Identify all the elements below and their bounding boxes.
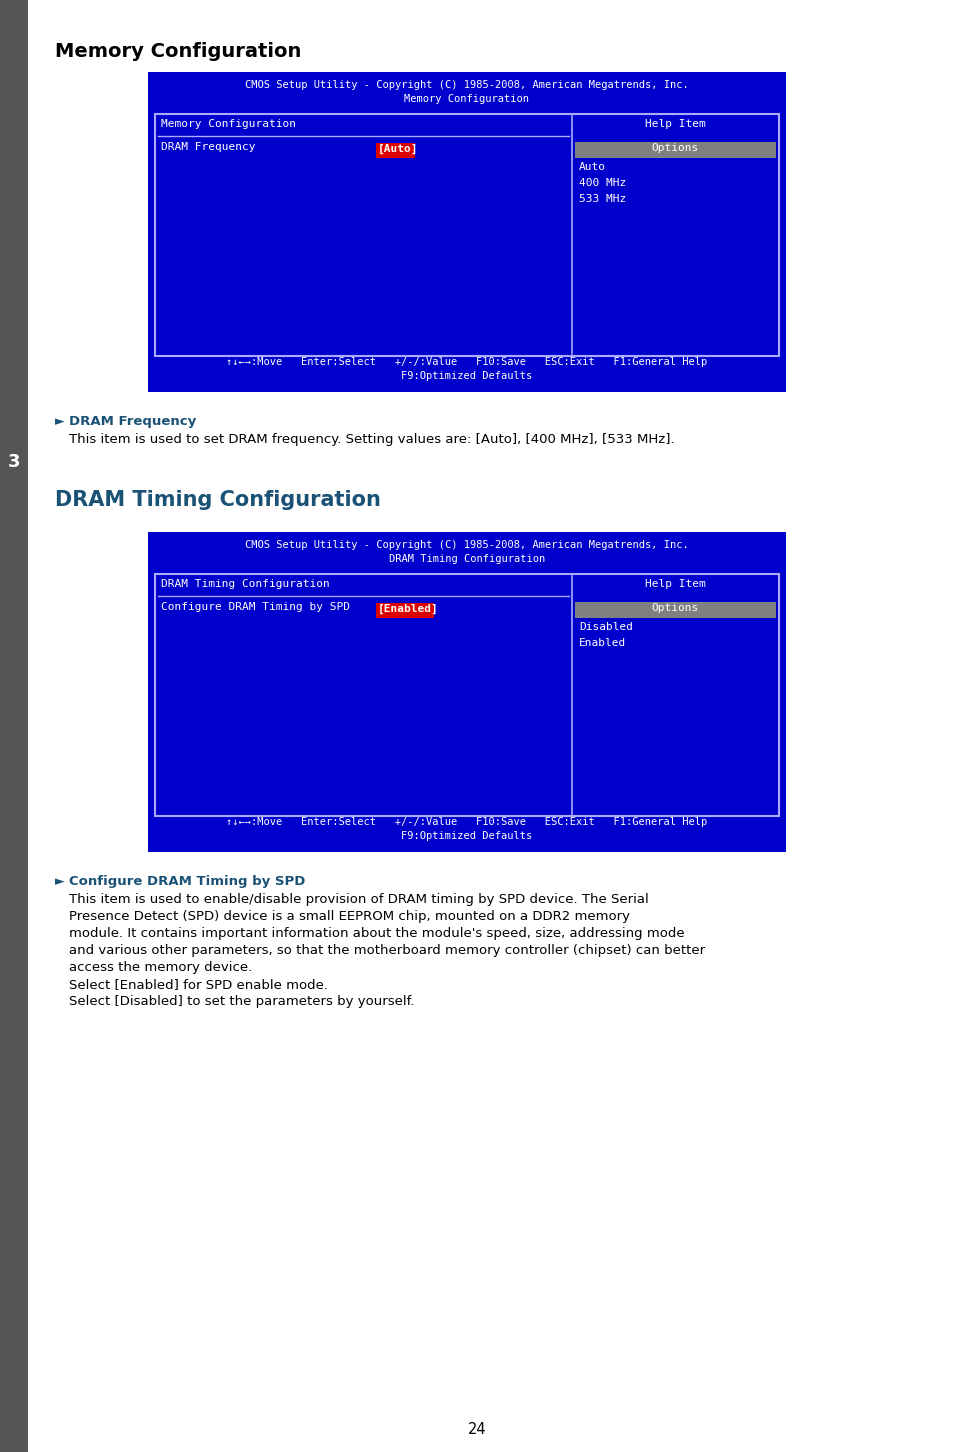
Bar — [154, 574, 779, 816]
Bar — [148, 531, 785, 852]
Bar — [148, 73, 785, 392]
Bar — [0, 0, 28, 1452]
Text: ►: ► — [55, 415, 65, 428]
Text: [Auto]: [Auto] — [377, 144, 418, 154]
Text: Presence Detect (SPD) device is a small EEPROM chip, mounted on a DDR2 memory: Presence Detect (SPD) device is a small … — [69, 910, 629, 923]
Text: Help Item: Help Item — [644, 579, 705, 590]
Text: 3: 3 — [8, 453, 20, 470]
Text: This item is used to enable/disable provision of DRAM timing by SPD device. The : This item is used to enable/disable prov… — [69, 893, 648, 906]
Text: Auto: Auto — [578, 163, 605, 171]
Text: Options: Options — [651, 603, 699, 613]
Text: Configure DRAM Timing by SPD: Configure DRAM Timing by SPD — [161, 603, 350, 611]
Text: 533 MHz: 533 MHz — [578, 195, 625, 203]
Text: module. It contains important information about the module's speed, size, addres: module. It contains important informatio… — [69, 926, 684, 939]
Bar — [375, 603, 434, 619]
Bar — [575, 603, 775, 619]
Text: CMOS Setup Utility - Copyright (C) 1985-2008, American Megatrends, Inc.: CMOS Setup Utility - Copyright (C) 1985-… — [245, 80, 688, 90]
Text: and various other parameters, so that the motherboard memory controller (chipset: and various other parameters, so that th… — [69, 944, 704, 957]
Text: 24: 24 — [467, 1422, 486, 1437]
Text: Options: Options — [651, 142, 699, 152]
Text: F9:Optimized Defaults: F9:Optimized Defaults — [401, 831, 532, 841]
Text: DRAM Frequency: DRAM Frequency — [69, 415, 196, 428]
Text: DRAM Frequency: DRAM Frequency — [161, 142, 255, 152]
Text: access the memory device.: access the memory device. — [69, 961, 252, 974]
Text: Memory Configuration: Memory Configuration — [55, 42, 301, 61]
Text: Memory Configuration: Memory Configuration — [404, 94, 529, 105]
Text: Memory Configuration: Memory Configuration — [161, 119, 295, 129]
Text: [Enabled]: [Enabled] — [377, 604, 438, 614]
Bar — [154, 115, 779, 356]
Text: Disabled: Disabled — [578, 621, 632, 632]
Text: CMOS Setup Utility - Copyright (C) 1985-2008, American Megatrends, Inc.: CMOS Setup Utility - Copyright (C) 1985-… — [245, 540, 688, 550]
Text: ↑↓←→:Move   Enter:Select   +/-/:Value   F10:Save   ESC:Exit   F1:General Help: ↑↓←→:Move Enter:Select +/-/:Value F10:Sa… — [226, 357, 707, 367]
Text: Enabled: Enabled — [578, 637, 625, 648]
Bar — [375, 142, 415, 158]
Text: DRAM Timing Configuration: DRAM Timing Configuration — [55, 489, 380, 510]
Text: Configure DRAM Timing by SPD: Configure DRAM Timing by SPD — [69, 876, 305, 889]
Text: DRAM Timing Configuration: DRAM Timing Configuration — [389, 555, 544, 563]
Bar — [575, 142, 775, 158]
Text: Select [Disabled] to set the parameters by yourself.: Select [Disabled] to set the parameters … — [69, 995, 414, 1008]
Text: Help Item: Help Item — [644, 119, 705, 129]
Text: This item is used to set DRAM frequency. Setting values are: [Auto], [400 MHz], : This item is used to set DRAM frequency.… — [69, 433, 674, 446]
Text: 400 MHz: 400 MHz — [578, 179, 625, 187]
Text: F9:Optimized Defaults: F9:Optimized Defaults — [401, 372, 532, 380]
Text: ↑↓←→:Move   Enter:Select   +/-/:Value   F10:Save   ESC:Exit   F1:General Help: ↑↓←→:Move Enter:Select +/-/:Value F10:Sa… — [226, 817, 707, 828]
Text: Select [Enabled] for SPD enable mode.: Select [Enabled] for SPD enable mode. — [69, 979, 328, 992]
Text: DRAM Timing Configuration: DRAM Timing Configuration — [161, 579, 330, 590]
Text: ►: ► — [55, 876, 65, 889]
